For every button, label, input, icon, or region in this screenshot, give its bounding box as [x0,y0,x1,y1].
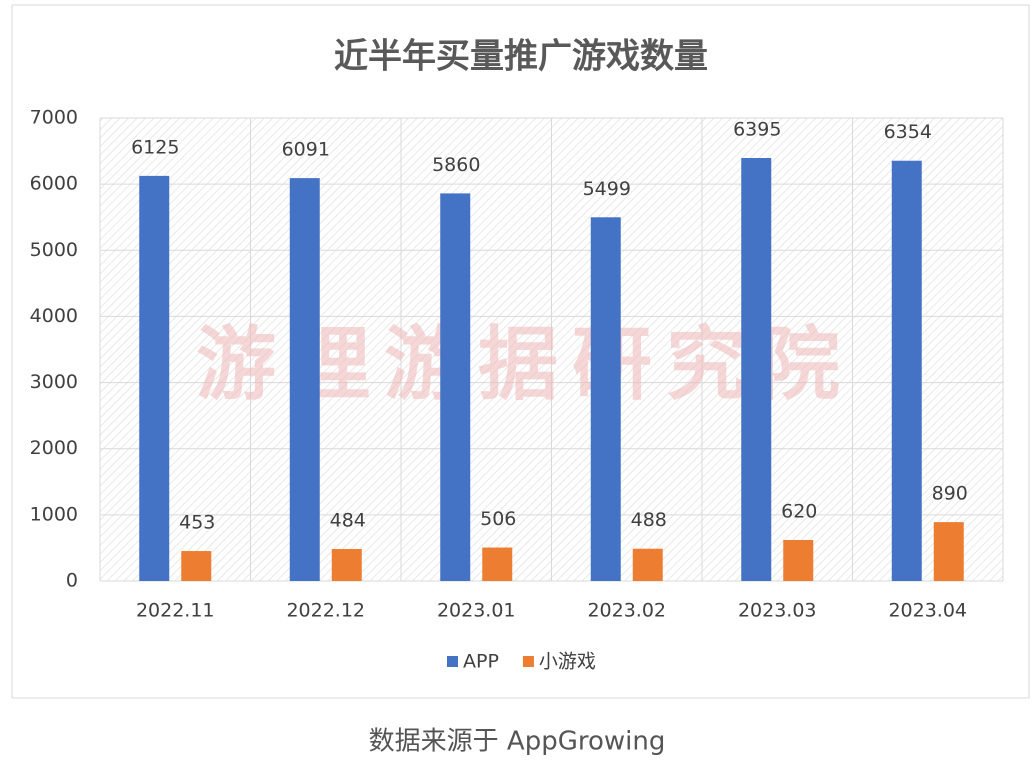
legend-swatch [522,656,534,667]
y-tick-label: 3000 [30,371,78,393]
data-label: 5499 [583,178,631,200]
data-label: 6091 [282,139,330,161]
y-tick-label: 0 [66,570,78,592]
data-label: 484 [330,509,366,531]
x-tick-label: 2022.11 [136,600,215,622]
bar [482,547,513,581]
grid [99,117,1004,582]
data-label: 6395 [733,119,781,141]
y-tick-label: 6000 [30,173,78,195]
bar [289,178,320,582]
bar [139,175,170,581]
y-tick-label: 7000 [30,107,78,129]
x-tick-label: 2023.03 [738,600,817,622]
bar [891,160,922,582]
legend-label: 小游戏 [539,651,596,673]
chart-title: 近半年买量推广游戏数量 [334,37,708,77]
data-label: 453 [179,512,215,534]
data-label: 6125 [131,136,179,158]
caption: 数据来源于 AppGrowing [369,727,666,757]
x-tick-label: 2022.12 [286,600,365,622]
bar [933,522,964,581]
bar [181,551,212,581]
x-tick-label: 2023.04 [888,600,967,622]
bar [331,548,362,581]
data-label: 890 [932,483,968,505]
y-tick-label: 4000 [30,305,78,327]
y-tick-label: 1000 [30,503,78,525]
x-tick-label: 2023.02 [587,600,666,622]
y-tick-label: 5000 [30,239,78,261]
bar [741,158,772,582]
legend-swatch [447,656,458,667]
data-label: 5860 [432,154,480,176]
x-tick-label: 2023.01 [437,600,516,622]
bar [632,548,663,581]
legend-label: APP [463,651,499,673]
data-label: 506 [480,508,516,530]
bar [783,539,814,581]
data-label: 6354 [884,121,932,143]
bar [590,217,621,581]
bar [440,193,471,581]
y-tick-label: 2000 [30,437,78,459]
data-label: 488 [631,509,667,531]
data-label: 620 [781,500,817,522]
